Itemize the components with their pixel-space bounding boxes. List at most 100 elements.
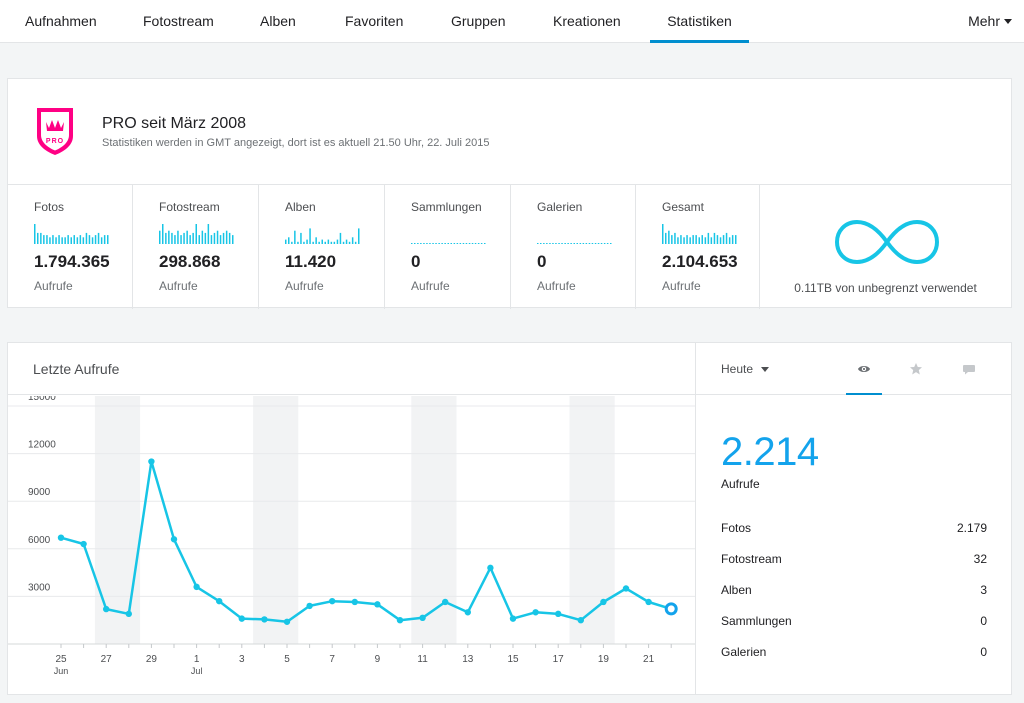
x-tick-label: 1	[194, 654, 200, 665]
stat-value: 0	[411, 252, 421, 271]
data-point[interactable]	[238, 615, 245, 622]
stat-fotostream[interactable]: Fotostream 298.868 Aufrufe	[133, 185, 259, 309]
current-point[interactable]	[664, 602, 678, 616]
tab-favorites[interactable]	[898, 343, 934, 395]
data-point[interactable]	[170, 536, 178, 543]
breakdown-row: Fotostream 32	[721, 552, 987, 566]
data-point[interactable]	[193, 583, 200, 591]
data-point[interactable]	[103, 605, 110, 613]
spark-bar	[52, 235, 54, 244]
x-tick-label: 5	[284, 654, 290, 665]
recent-views-panel: Letzte Aufrufe 3000 6000 9000 12000 15000 25 J…	[7, 342, 1012, 695]
spark-bar	[728, 237, 731, 244]
data-point[interactable]	[622, 585, 630, 592]
breakdown-row: Alben 3	[721, 583, 987, 597]
tab-favoriten[interactable]: Favoriten	[345, 13, 404, 29]
tab-alben[interactable]: Alben	[260, 13, 296, 29]
spark-bar	[417, 243, 419, 244]
stat-fotos[interactable]: Fotos 1.794.365 Aufrufe	[8, 185, 133, 309]
x-tick-label: 13	[462, 654, 474, 665]
data-point[interactable]	[464, 609, 471, 616]
data-point[interactable]	[419, 614, 426, 622]
spark-bar	[210, 235, 213, 244]
data-point[interactable]	[396, 617, 404, 624]
x-tick-label: 15	[507, 654, 519, 665]
data-point[interactable]	[80, 540, 87, 548]
data-point[interactable]	[555, 610, 562, 618]
stat-label: Fotostream	[159, 200, 220, 214]
x-tick-label: 9	[375, 654, 381, 665]
data-point[interactable]	[306, 602, 313, 610]
data-point[interactable]	[329, 597, 336, 605]
breakdown-label: Sammlungen	[721, 614, 792, 628]
data-point[interactable]	[645, 598, 652, 606]
data-point[interactable]	[351, 598, 358, 606]
tab-views[interactable]	[846, 343, 882, 395]
data-point[interactable]	[487, 564, 494, 572]
spark-bar	[707, 232, 710, 244]
data-point[interactable]	[442, 598, 449, 606]
stat-galerien[interactable]: Galerien 0 Aufrufe	[511, 185, 636, 309]
stat-label: Gesamt	[662, 200, 705, 214]
stat-sammlungen[interactable]: Sammlungen 0 Aufrufe	[385, 185, 511, 309]
data-point[interactable]	[57, 534, 65, 541]
spark-bar	[225, 230, 228, 244]
spark-bar	[207, 224, 210, 244]
top-nav: Aufnahmen Fotostream Alben Favoriten Gru…	[0, 0, 1024, 43]
stat-sub: Aufrufe	[34, 279, 73, 293]
spark-bar	[731, 235, 734, 244]
spark-bar	[426, 243, 428, 244]
sparkline	[411, 243, 486, 244]
x-tick-label: 27	[101, 654, 113, 665]
spark-bar	[573, 243, 575, 244]
period-select[interactable]: Heute	[721, 362, 770, 376]
data-point[interactable]	[509, 615, 517, 622]
spark-bar	[177, 230, 179, 244]
spark-bar	[192, 232, 194, 244]
spark-bar	[180, 235, 182, 244]
breakdown-row: Sammlungen 0	[721, 614, 987, 628]
recent-views-header: Letzte Aufrufe	[8, 343, 696, 395]
data-point[interactable]	[577, 617, 584, 624]
spark-bar	[447, 243, 449, 244]
spark-bar	[567, 243, 569, 244]
x-tick-label: 17	[553, 654, 565, 665]
tab-statistiken[interactable]: Statistiken	[650, 0, 749, 43]
stat-value: 1.794.365	[34, 252, 110, 271]
data-point[interactable]	[283, 618, 291, 625]
data-point[interactable]	[216, 597, 223, 605]
tab-fotostream[interactable]: Fotostream	[143, 13, 214, 29]
spark-bar	[55, 237, 57, 244]
data-point[interactable]	[261, 616, 268, 623]
spark-bar	[680, 235, 682, 244]
spark-bar	[668, 230, 670, 244]
data-point[interactable]	[600, 598, 607, 606]
spark-bar	[330, 241, 333, 244]
x-tick-label: 7	[329, 654, 335, 665]
spark-bar	[324, 241, 326, 244]
tab-comments[interactable]	[951, 343, 987, 395]
more-menu[interactable]: Mehr	[968, 0, 1012, 43]
spark-bar	[189, 235, 191, 244]
spark-bar	[704, 237, 707, 244]
tab-gruppen[interactable]: Gruppen	[451, 13, 506, 29]
spark-bar	[683, 237, 685, 244]
tab-kreationen[interactable]: Kreationen	[553, 13, 621, 29]
spark-bar	[333, 241, 336, 244]
spark-bar	[91, 237, 94, 244]
spark-bar	[351, 237, 354, 244]
stat-alben[interactable]: Alben 11.420 Aufrufe	[259, 185, 385, 309]
spark-bar	[315, 237, 317, 244]
data-point[interactable]	[148, 458, 155, 465]
spark-bar	[477, 243, 480, 244]
x-tick-label: 19	[598, 654, 610, 665]
data-point[interactable]	[125, 610, 132, 618]
stat-gesamt[interactable]: Gesamt 2.104.653 Aufrufe	[636, 185, 760, 309]
storage-text: 0.11TB von unbegrenzt verwendet	[794, 281, 977, 295]
data-point[interactable]	[374, 601, 381, 608]
spark-bar	[309, 228, 311, 244]
tab-aufnahmen[interactable]: Aufnahmen	[25, 13, 97, 29]
spark-bar	[198, 235, 200, 244]
spark-bar	[58, 235, 60, 244]
data-point[interactable]	[532, 609, 539, 616]
